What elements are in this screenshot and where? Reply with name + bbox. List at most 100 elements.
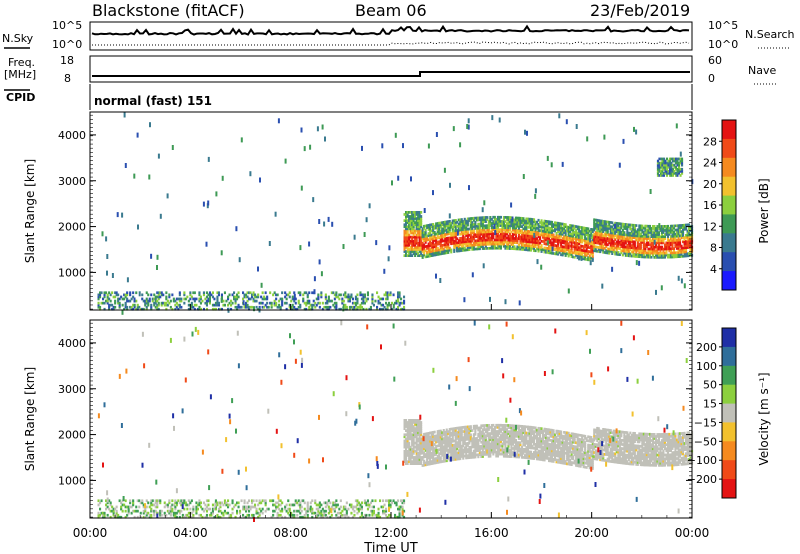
heatmap-cell xyxy=(528,444,531,447)
heatmap-cell xyxy=(359,303,362,307)
heatmap-cell xyxy=(537,218,540,222)
heatmap-cell xyxy=(418,219,421,222)
colorbar-tick-label: 12 xyxy=(703,220,717,233)
heatmap-cell xyxy=(620,232,623,236)
heatmap-cell xyxy=(263,297,266,301)
heatmap-cell xyxy=(210,293,213,297)
heatmap-cell xyxy=(453,244,456,247)
heatmap-cell xyxy=(505,230,508,234)
heatmap-cell xyxy=(448,446,451,450)
heatmap-cell xyxy=(429,238,432,241)
heatmap-cell xyxy=(668,255,671,259)
heatmap-cell xyxy=(645,239,648,242)
heatmap-cell xyxy=(417,248,420,251)
heatmap-cell xyxy=(252,291,255,295)
heatmap-cell xyxy=(412,235,415,239)
heatmap-cell xyxy=(430,250,433,253)
heatmap-cell xyxy=(498,234,501,238)
heatmap-cell xyxy=(478,426,481,430)
heatmap-cell xyxy=(501,240,504,244)
heatmap-cell xyxy=(451,444,454,447)
heatmap-cell xyxy=(578,250,581,254)
heatmap-cell xyxy=(683,248,686,252)
heatmap-cell xyxy=(202,307,205,311)
heatmap-cell xyxy=(211,307,214,311)
heatmap-cell xyxy=(627,250,630,253)
heatmap-cell xyxy=(680,244,683,248)
heatmap-cell xyxy=(397,305,400,309)
heatmap-cell xyxy=(445,245,448,248)
heatmap-cell xyxy=(490,226,493,229)
heatmap-cell xyxy=(630,232,633,235)
heatmap-cell xyxy=(683,252,686,256)
heatmap-cell xyxy=(406,225,409,229)
heatmap-cell xyxy=(576,237,579,241)
heatmap-cell xyxy=(175,297,178,301)
heatmap-cell xyxy=(454,241,457,245)
heatmap-cell xyxy=(605,228,608,232)
heatmap-cell xyxy=(484,234,487,238)
heatmap-cell xyxy=(557,236,560,240)
heatmap-cell xyxy=(630,250,633,254)
heatmap-cell xyxy=(417,445,420,449)
heatmap-cell xyxy=(472,245,475,249)
heatmap-cell xyxy=(97,303,100,307)
heatmap-cell xyxy=(514,228,517,232)
heatmap-cell xyxy=(617,222,620,225)
heatmap-speckle xyxy=(427,143,430,149)
heatmap-speckle xyxy=(565,119,568,125)
heatmap-cell xyxy=(632,232,635,235)
heatmap-cell xyxy=(632,223,635,227)
heatmap-cell xyxy=(427,452,430,456)
heatmap-cell xyxy=(614,221,617,225)
heatmap-cell xyxy=(525,446,528,449)
heatmap-cell xyxy=(412,433,415,437)
heatmap-cell xyxy=(371,299,374,303)
nsearch-label: N.Search xyxy=(745,28,795,41)
heatmap-cell xyxy=(480,243,483,246)
heatmap-cell xyxy=(462,238,465,242)
heatmap-cell xyxy=(417,254,420,257)
heatmap-cell xyxy=(678,161,681,165)
heatmap-cell xyxy=(520,237,523,241)
heatmap-cell xyxy=(560,234,563,238)
heatmap-cell xyxy=(679,228,682,232)
heatmap-cell xyxy=(672,249,675,253)
heatmap-cell xyxy=(369,307,372,311)
heatmap-cell xyxy=(405,423,408,426)
heatmap-cell xyxy=(525,244,528,247)
heatmap-cell xyxy=(445,251,448,255)
heatmap-cell xyxy=(668,172,671,175)
heatmap-cell xyxy=(420,460,423,463)
heatmap-cell xyxy=(411,217,414,220)
heatmap-cell xyxy=(611,233,614,237)
heatmap-cell xyxy=(621,229,624,232)
heatmap-cell xyxy=(477,218,480,222)
heatmap-cell xyxy=(408,437,411,441)
heatmap-cell xyxy=(335,301,338,305)
heatmap-cell xyxy=(659,241,662,245)
heatmap-cell xyxy=(594,249,597,253)
heatmap-cell xyxy=(519,223,522,226)
heatmap-cell xyxy=(248,297,251,301)
heatmap-speckle xyxy=(303,146,306,152)
heatmap-cell xyxy=(493,426,496,429)
heatmap-cell xyxy=(659,227,662,230)
heatmap-cell xyxy=(460,451,463,454)
heatmap-cell xyxy=(645,243,648,247)
heatmap-cell xyxy=(487,242,490,246)
heatmap-cell xyxy=(573,237,576,240)
heatmap-cell xyxy=(245,303,248,307)
heatmap-cell xyxy=(463,425,466,429)
heatmap-cell xyxy=(436,226,439,229)
heatmap-cell xyxy=(415,439,418,443)
heatmap-cell xyxy=(174,303,177,307)
heatmap-cell xyxy=(666,245,669,249)
heatmap-speckle xyxy=(524,129,526,135)
heatmap-cell xyxy=(543,232,546,235)
heatmap-cell xyxy=(679,234,682,238)
heatmap-cell xyxy=(492,240,495,244)
heatmap-cell xyxy=(415,213,418,216)
heatmap-cell xyxy=(408,458,411,461)
heatmap-cell xyxy=(456,435,459,438)
